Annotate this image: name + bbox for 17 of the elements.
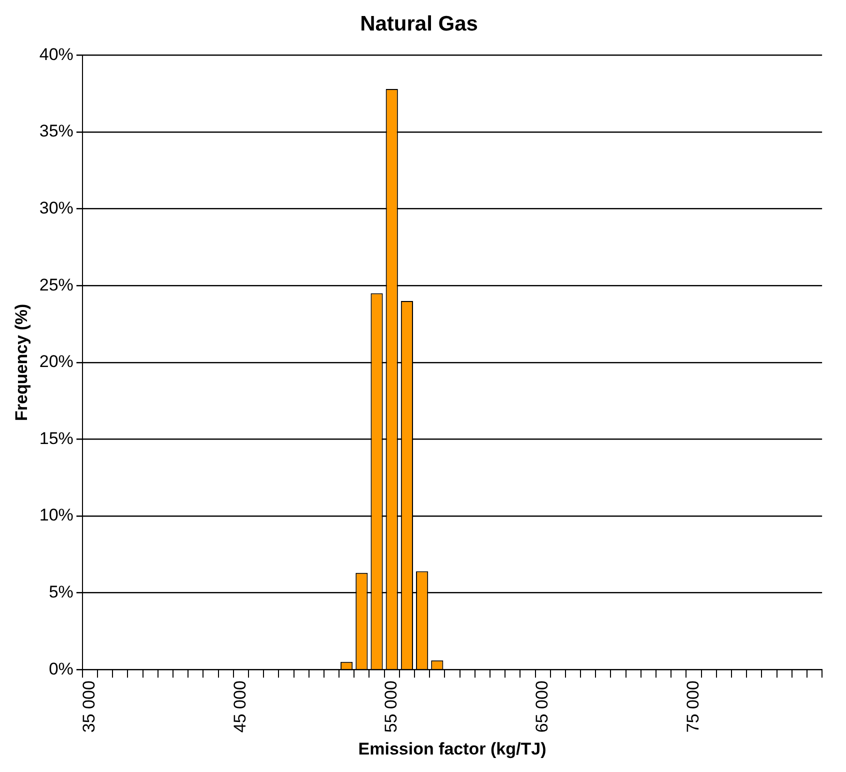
y-tick-label: 40% [39, 44, 74, 64]
y-tick-label: 10% [39, 506, 74, 525]
x-axis-title: Emission factor (kg/TJ) [358, 739, 546, 758]
y-tick-label: 35% [39, 122, 74, 141]
y-tick-label: 30% [39, 198, 74, 218]
y-axis-title: Frequency (%) [12, 304, 31, 421]
x-tick-label: 65 000 [532, 680, 552, 733]
y-tick-label: 5% [48, 582, 74, 602]
y-tick-label: 20% [39, 352, 74, 372]
chart-title: Natural Gas [360, 12, 478, 36]
x-tick-label: 55 000 [382, 680, 401, 733]
y-tick-label: 25% [39, 275, 74, 294]
y-tick-label: 15% [39, 428, 74, 448]
x-tick-label: 75 000 [683, 680, 702, 733]
x-tick-label: 45 000 [230, 680, 250, 733]
y-tick-label: 0% [48, 659, 74, 678]
x-tick-label: 35 000 [80, 680, 99, 733]
